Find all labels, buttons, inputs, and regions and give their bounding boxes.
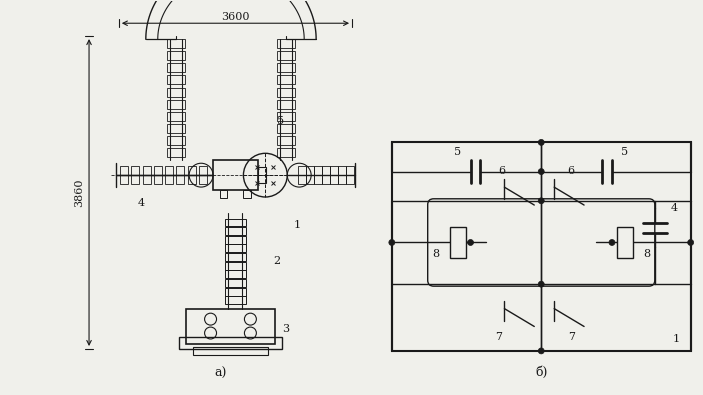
Text: 2: 2 [273,256,281,266]
Bar [224,288,247,295]
Text: 5: 5 [621,147,628,157]
Bar [277,100,295,109]
Text: 1: 1 [294,220,301,230]
Circle shape [389,239,395,245]
Bar [167,112,185,121]
Text: 7: 7 [567,333,574,342]
Text: 3: 3 [282,324,289,334]
Bar [167,124,185,133]
Bar [176,166,184,184]
Bar [167,39,185,48]
Bar [298,166,307,184]
Bar [165,166,173,184]
Bar [167,75,185,85]
Bar [213,160,258,190]
Bar [193,347,269,355]
Bar [219,190,228,198]
Bar [131,166,139,184]
Bar [258,167,266,183]
Bar [277,39,295,48]
Bar [277,51,295,60]
Text: a): a) [214,367,226,380]
Circle shape [609,239,615,245]
Bar [224,245,247,252]
Bar [199,166,207,184]
Bar [277,112,295,121]
Text: б): б) [535,366,548,379]
Text: 6: 6 [498,166,505,176]
Bar [243,190,252,198]
Text: 4: 4 [671,203,678,213]
Bar [330,166,338,184]
Bar [224,279,247,287]
Bar [167,88,185,96]
Text: 1: 1 [672,334,679,344]
Bar [392,142,690,351]
Bar [224,218,247,226]
Bar [277,124,295,133]
Circle shape [688,239,694,245]
Circle shape [538,139,544,145]
Bar [154,166,162,184]
Bar [224,262,247,270]
Circle shape [538,198,544,204]
Bar [346,166,354,184]
Bar [307,166,314,184]
Circle shape [538,348,544,354]
Bar [167,100,185,109]
Text: 7: 7 [495,333,502,342]
Bar [277,63,295,72]
Bar [322,166,330,184]
Text: 6: 6 [567,166,574,176]
Bar [120,166,128,184]
Bar [450,227,465,258]
Text: 4: 4 [137,198,144,208]
Bar [338,166,346,184]
Text: 5: 5 [454,147,461,157]
Text: 8: 8 [432,249,439,260]
Bar [277,88,295,96]
Text: 5: 5 [277,116,284,126]
Bar [167,148,185,157]
Bar [167,63,185,72]
Bar [167,136,185,145]
Text: 8: 8 [643,249,650,260]
Bar [224,253,247,261]
Bar [188,166,195,184]
Bar [167,51,185,60]
Bar [617,227,633,258]
Bar [277,148,295,157]
Bar [224,296,247,304]
Bar [224,236,247,244]
Bar [277,136,295,145]
Bar [314,166,322,184]
Bar [143,166,150,184]
Bar [186,309,276,344]
Circle shape [538,281,544,287]
Bar [179,337,283,349]
Text: 3860: 3860 [74,178,84,207]
Bar [224,271,247,278]
Bar [224,227,247,235]
Circle shape [538,169,544,175]
Circle shape [467,239,474,245]
Bar [277,75,295,85]
Text: 3600: 3600 [221,12,250,22]
